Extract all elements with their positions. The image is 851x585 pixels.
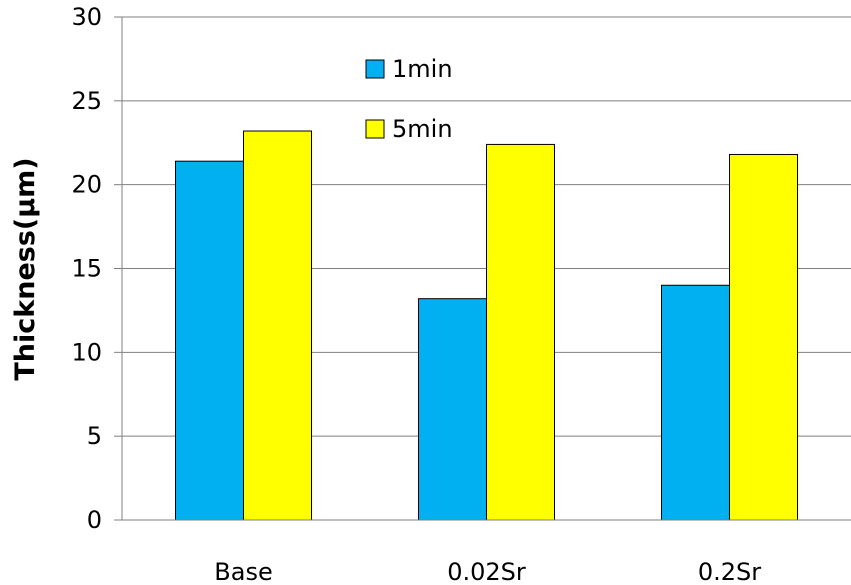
axes bbox=[114, 16, 851, 521]
legend-label: 5min bbox=[392, 115, 453, 143]
y-tick-label: 30 bbox=[71, 3, 102, 31]
bar-1min-0.02Sr bbox=[418, 298, 487, 521]
y-tick-label: 20 bbox=[71, 171, 102, 199]
x-tick-labels: Base 0.02Sr 0.2Sr bbox=[214, 558, 761, 585]
x-tick-label: Base bbox=[214, 558, 272, 585]
y-tick-label: 15 bbox=[71, 255, 102, 283]
bars bbox=[175, 130, 798, 521]
legend-swatch bbox=[365, 119, 385, 139]
x-tick-label: 0.02Sr bbox=[447, 558, 526, 585]
x-tick-label: 0.2Sr bbox=[698, 558, 761, 585]
bar-1min-Base bbox=[175, 160, 244, 521]
bar-5min-0.02Sr bbox=[486, 143, 555, 521]
bar-1min-0.2Sr bbox=[661, 284, 730, 521]
y-tick-labels: 0 5 10 15 20 25 30 bbox=[71, 3, 102, 534]
legend: 1min 5min bbox=[365, 55, 453, 143]
y-tick-label: 0 bbox=[87, 506, 102, 534]
y-tick-label: 25 bbox=[71, 87, 102, 115]
y-tick-label: 10 bbox=[71, 338, 102, 366]
bar-5min-0.2Sr bbox=[729, 153, 798, 521]
bar-5min-Base bbox=[243, 130, 312, 521]
y-axis-label: Thickness(μm) bbox=[10, 157, 41, 380]
legend-label: 1min bbox=[392, 55, 453, 83]
y-tick-label: 5 bbox=[87, 422, 102, 450]
legend-swatch bbox=[365, 59, 385, 79]
